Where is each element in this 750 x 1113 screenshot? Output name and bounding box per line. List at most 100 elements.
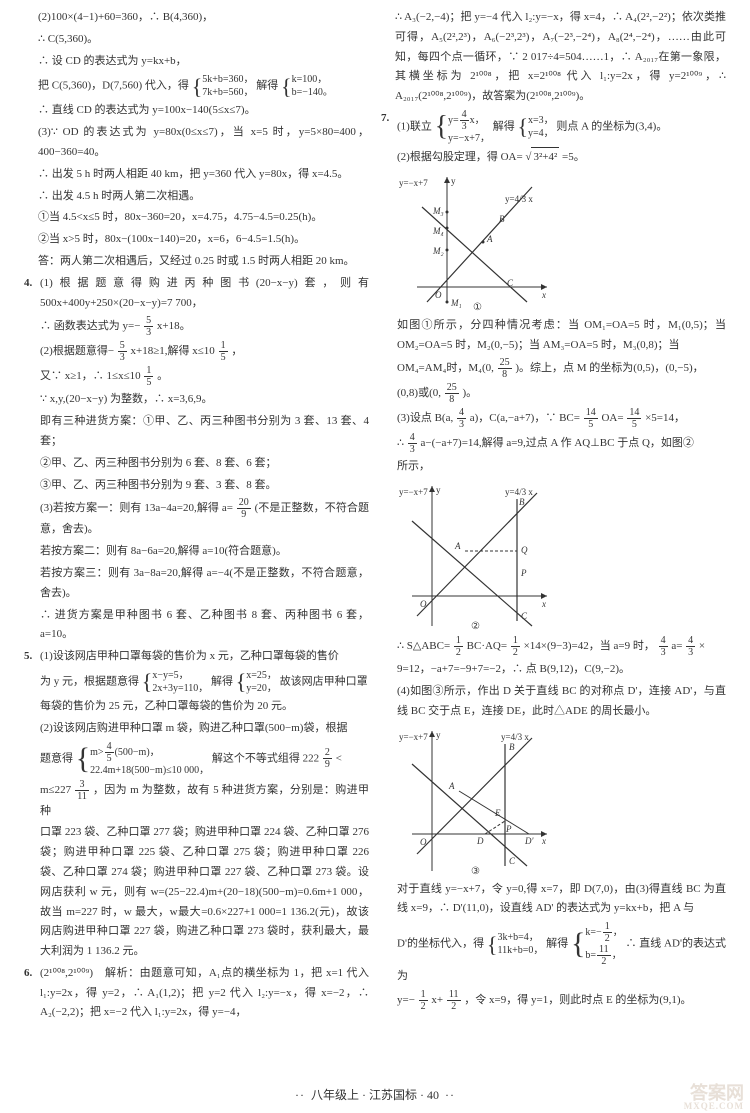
text: 所示， [397, 457, 726, 477]
text: ×5=14， [645, 412, 685, 424]
svg-text:O: O [420, 599, 427, 609]
text: 即有三种进货方案：①甲、乙、丙三种图书分别为 3 套、13 套、4 套； [40, 412, 369, 452]
fraction: 258 [498, 357, 512, 380]
text: 对于直线 y=−x+7，令 y=0,得 x=7，即 D(7,0)，由(3)得直线… [397, 880, 726, 920]
text: y=− [397, 994, 415, 1006]
text: 答：两人第二次相遇后，又经过 0.25 时或 1.5 时两人相距 20 km。 [24, 252, 369, 272]
text: × [699, 640, 705, 652]
svg-text:y: y [436, 485, 441, 495]
watermark-sub: MXQE.COM [684, 1102, 744, 1111]
text: (2)根据题意得− 53 x+18≥1,解得 x≤10 15 ， [40, 340, 369, 363]
eq-row: 2x+3y=110， [152, 682, 208, 695]
text: OM₄=AM₄时，M₄(0, [397, 362, 494, 374]
text: ②当 x>5 时，80x−(100x−140)=20，x=6，6−4.5=1.5… [24, 230, 369, 250]
eq-row: b=112， [585, 944, 622, 967]
text: ∴ 进货方案是甲种图书 6 套、乙种图书 8 套、丙种图书 6 套，a=10。 [40, 606, 369, 646]
svg-text:A: A [454, 541, 461, 551]
text: (1)联立 [397, 121, 432, 133]
graph-1: y=−x+7 y y=4/3 x B M₃ A M₄ M₂ O C x M₁ ① [397, 172, 726, 312]
fraction: 43 [408, 432, 417, 455]
question-4: 4. (1)根据题意得购进丙种图书(20−x−y)套，则有 500x+400y+… [24, 274, 369, 647]
fraction: 12 [419, 989, 428, 1012]
text: ③甲、乙、丙三种图书分别为 9 套、3 套、8 套。 [40, 476, 369, 496]
text: (2)根据题意得− [40, 345, 114, 357]
text: )。 [463, 387, 478, 399]
svg-text:y=−x+7: y=−x+7 [399, 732, 428, 742]
fraction: 15 [144, 365, 153, 388]
text: 又∵ x≥1，∴ 1≤x≤10 15 。 [40, 365, 369, 388]
graph-svg: y=−x+7 y B y=4/3 x A E D O P D' x C ③ [397, 726, 557, 876]
text: ∴ [397, 437, 407, 449]
svg-text:B: B [509, 742, 515, 752]
text: 则点 A 的坐标为(3,4)。 [556, 121, 667, 133]
text: m≤227 [40, 784, 71, 796]
eq-row: x=25， [246, 669, 277, 682]
graph-3: y=−x+7 y B y=4/3 x A E D O P D' x C ③ [397, 726, 726, 876]
equation-system: { 5k+b=360， 7k+b=560， [192, 73, 254, 99]
svg-text:O: O [435, 290, 442, 300]
fraction: 15 [219, 340, 228, 363]
svg-text:C: C [521, 611, 528, 621]
svg-text:E: E [494, 808, 501, 818]
svg-text:Q: Q [521, 545, 528, 555]
fraction: 145 [627, 407, 641, 430]
graph-2: y=−x+7 y B y=4/3 x A Q P O x C ② [397, 481, 726, 631]
text: ∴ C(5,360)。 [24, 30, 369, 50]
text: 口罩 223 袋、乙种口罩 277 袋；购进甲种口罩 224 袋、乙种口罩 27… [40, 823, 369, 962]
text: ∴ A₃(−2,−4)；把 y=−4 代入 l₂:y=−x，得 x=4，∴ A₄… [381, 8, 726, 107]
svg-text:y=4/3 x: y=4/3 x [501, 732, 529, 742]
text: a= [671, 640, 682, 652]
text: (3)若按方案一：则有 13a−4a=20,解得 a= [40, 502, 233, 514]
text: < [336, 752, 342, 764]
text: ×14×(9−3)=42，当 a=9 时， [524, 640, 655, 652]
page-footer: ·· 八年级上 · 江苏国标 · 40 ·· [0, 1085, 750, 1107]
text: 若按方案三：则有 3a−8a=20,解得 a=−4(不是正整数，不符合题意，舍去… [40, 564, 369, 604]
eq-row: y=20， [246, 682, 277, 695]
text: 把 C(5,360)，D(7,560) 代入，得 { 5k+b=360， 7k+… [24, 73, 369, 99]
text: )。综上，点 M 的坐标为(0,5)，(0,−5)， [515, 362, 703, 374]
footer-ornament: ·· [445, 1085, 455, 1107]
text: x+18≥1,解得 x≤10 [131, 345, 215, 357]
fraction: 43 [686, 635, 695, 658]
fraction: 209 [237, 497, 251, 520]
eq-row: 5k+b=360， [202, 73, 253, 86]
eq-row: b=−140。 [292, 86, 333, 99]
svg-text:D': D' [524, 836, 534, 846]
text: ①当 4.5<x≤5 时，80x−360=20，x=4.75，4.75−4.5=… [24, 208, 369, 228]
graph-svg: y=−x+7 y y=4/3 x B M₃ A M₄ M₂ O C x M₁ ① [397, 172, 557, 312]
fraction: 29 [323, 747, 332, 770]
text: 又∵ x≥1，∴ 1≤x≤10 [40, 370, 141, 382]
text: a)，C(a,−a+7)，∵ BC= [470, 412, 580, 424]
question-number: 6. [24, 964, 40, 1025]
eq-row: 7k+b=560， [202, 86, 253, 99]
text: (0,8)或(0, 258 )。 [397, 382, 726, 405]
text: ，令 x=9，得 y=1，则此时点 E 的坐标为(9,1)。 [464, 994, 691, 1006]
svg-text:y=−x+7: y=−x+7 [399, 487, 428, 497]
svg-text:C: C [507, 278, 514, 288]
svg-text:P: P [505, 824, 512, 834]
text: BC·AQ= [467, 640, 507, 652]
text: ∴ 43 a−(−a+7)=14,解得 a=9,过点 A 作 AQ⊥BC 于点 … [397, 432, 726, 455]
text: ∴ 直线 CD 的表达式为 y=100x−140(5≤x≤7)。 [24, 101, 369, 121]
text: ∴ 函数表达式为 y=− [40, 320, 140, 332]
svg-text:y=4/3 x: y=4/3 x [505, 194, 533, 204]
footer-ornament: ·· [295, 1085, 305, 1107]
text: (2)100×(4−1)+60=360，∴ B(4,360)， [24, 8, 369, 28]
text: ，因为 m 为整数，故有 5 种进货方案，分别是：购进甲种 [40, 784, 369, 817]
text: ②甲、乙、丙三种图书分别为 6 套、8 套、6 套； [40, 454, 369, 474]
eq-row: m>45(500−m)， [90, 741, 209, 764]
svg-text:x: x [541, 599, 546, 609]
left-column: (2)100×(4−1)+60=360，∴ B(4,360)， ∴ C(5,36… [18, 8, 375, 1083]
text: 若按方案二：则有 8a−6a=20,解得 a=10(符合题意)。 [40, 542, 369, 562]
fraction: 258 [445, 382, 459, 405]
text: 把 C(5,360)，D(7,560) 代入，得 [38, 80, 189, 92]
equation-system: { m>45(500−m)， 22.4m+18(500−m)≤10 000， [76, 741, 209, 777]
question-6: 6. (2¹⁰⁰⁸,2¹⁰⁰⁹) 解析：由题意可知，A₁点的横坐标为 1，把 x… [24, 964, 369, 1025]
equation-system: { y=43x， y=−x+7， [435, 109, 490, 145]
watermark: 答案网 MXQE.COM [684, 1084, 744, 1111]
eq-row: 3k+b=4， [497, 931, 543, 944]
eq-row: x−y=5， [152, 669, 208, 682]
text: 解得 [546, 938, 568, 950]
eq-row: y=43x， [448, 109, 490, 132]
fraction: 43 [659, 635, 668, 658]
